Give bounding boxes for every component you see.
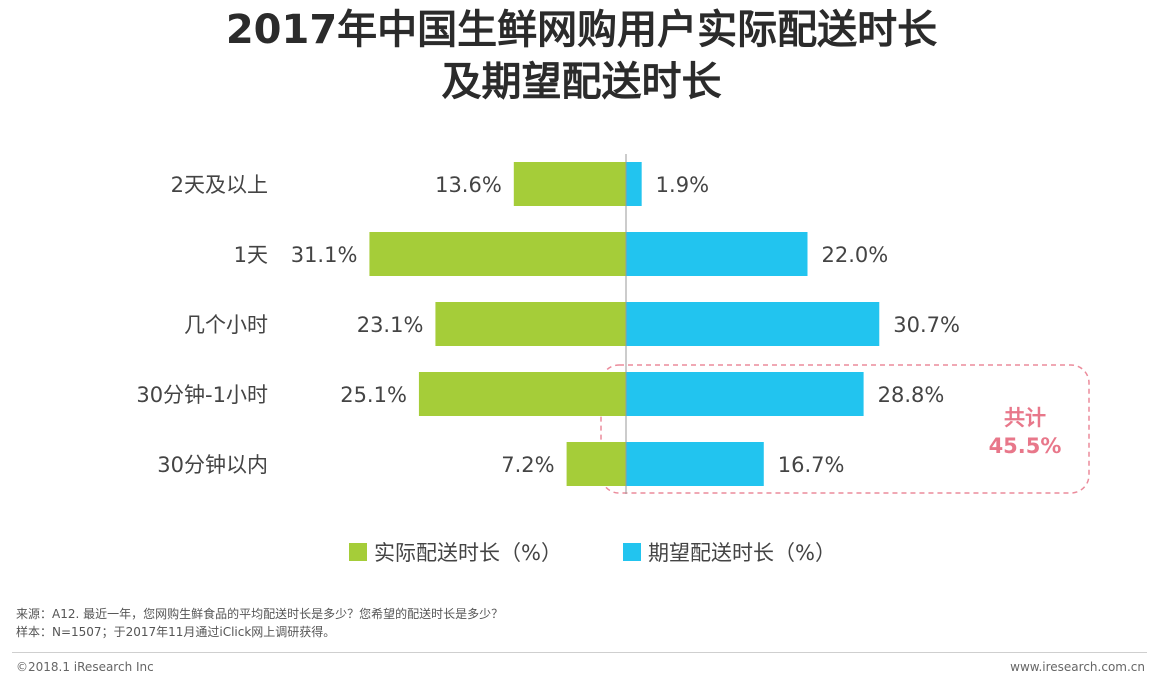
category-label: 几个小时 <box>184 313 268 337</box>
category-label: 1天 <box>234 243 268 267</box>
chart-title-line-1: 2017年中国生鲜网购用户实际配送时长 <box>225 7 938 53</box>
actual-bar <box>418 372 626 416</box>
annotation-label-line-2: 45.5% <box>989 434 1062 458</box>
copyright-text: ©2018.1 iResearch Inc <box>16 660 154 674</box>
legend-swatch-actual <box>349 543 367 561</box>
expected-bar <box>626 162 642 206</box>
expected-bar <box>626 302 880 346</box>
category-label: 2天及以上 <box>171 173 268 197</box>
butterfly-bar-chart: 2天及以上 13.6% 1.9% 1天 31.1% 22.0% 几个小时 23.1% 30.7%… <box>136 154 1090 565</box>
actual-value-label: 23.1% <box>357 313 424 337</box>
source-note: 来源：A12. 最近一年，您网购生鲜食品的平均配送时长是多少？您希望的配送时长是… <box>16 607 504 621</box>
actual-value-label: 7.2% <box>501 453 554 477</box>
expected-value-label: 30.7% <box>893 313 960 337</box>
chart-title-line-2: 及期望配送时长 <box>441 59 722 105</box>
category-label: 30分钟-1小时 <box>136 383 268 407</box>
annotation-label-line-1: 共计 <box>1004 406 1046 430</box>
legend-label-actual: 实际配送时长（%） <box>374 541 562 565</box>
actual-value-label: 31.1% <box>291 243 358 267</box>
legend-label-expected: 期望配送时长（%） <box>648 541 836 565</box>
legend-swatch-expected <box>623 543 641 561</box>
expected-bar <box>626 232 808 276</box>
actual-value-label: 13.6% <box>435 173 502 197</box>
category-label: 30分钟以内 <box>157 453 268 477</box>
expected-value-label: 28.8% <box>878 383 945 407</box>
expected-value-label: 1.9% <box>656 173 709 197</box>
footer-divider <box>12 652 1147 653</box>
annotation-dashed-box <box>600 364 1090 494</box>
sample-note: 样本：N=1507；于2017年11月通过iClick网上调研获得。 <box>16 625 336 639</box>
actual-value-label: 25.1% <box>340 383 407 407</box>
website-url: www.iresearch.com.cn <box>1010 660 1145 674</box>
expected-bar <box>626 442 764 486</box>
actual-bar <box>435 302 626 346</box>
actual-bar <box>566 442 626 486</box>
actual-bar <box>369 232 626 276</box>
expected-value-label: 22.0% <box>822 243 889 267</box>
actual-bar <box>513 162 626 206</box>
expected-value-label: 16.7% <box>778 453 845 477</box>
expected-bar <box>626 372 864 416</box>
